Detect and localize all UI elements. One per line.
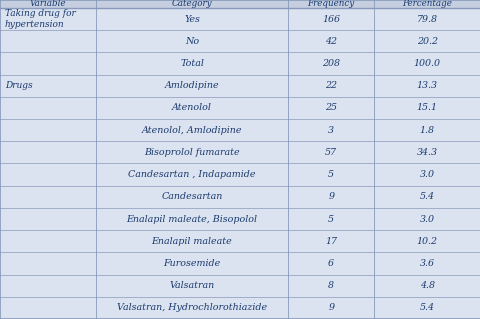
Bar — [0, 252, 480, 275]
Text: 9: 9 — [328, 303, 334, 312]
Bar — [0, 208, 480, 230]
Text: Yes: Yes — [184, 15, 200, 24]
Text: 6: 6 — [328, 259, 334, 268]
Bar — [0, 297, 480, 319]
Text: Candesartan: Candesartan — [161, 192, 223, 201]
Text: Frequency: Frequency — [308, 0, 355, 9]
Bar — [0, 30, 480, 52]
Bar — [0, 141, 480, 163]
Bar — [0, 52, 480, 75]
Text: Valsatran: Valsatran — [169, 281, 215, 290]
Text: 79.8: 79.8 — [417, 15, 438, 24]
Text: 3.0: 3.0 — [420, 215, 435, 224]
Text: Bisoprolol fumarate: Bisoprolol fumarate — [144, 148, 240, 157]
Bar — [0, 230, 480, 252]
Text: Candesartan , Indapamide: Candesartan , Indapamide — [128, 170, 256, 179]
Text: Atenolol, Amlodipine: Atenolol, Amlodipine — [142, 126, 242, 135]
Text: 25: 25 — [325, 103, 337, 112]
Text: 8: 8 — [328, 281, 334, 290]
Text: 208: 208 — [322, 59, 340, 68]
Text: 15.1: 15.1 — [417, 103, 438, 112]
Bar — [0, 75, 480, 97]
Text: Furosemide: Furosemide — [163, 259, 221, 268]
Text: 34.3: 34.3 — [417, 148, 438, 157]
Text: Category: Category — [172, 0, 212, 9]
Text: 5: 5 — [328, 215, 334, 224]
Text: No: No — [185, 37, 199, 46]
Bar — [0, 186, 480, 208]
Bar — [0, 8, 480, 30]
Text: 13.3: 13.3 — [417, 81, 438, 90]
Text: Percentage: Percentage — [402, 0, 452, 9]
Text: 42: 42 — [325, 37, 337, 46]
Text: Enalapil maleate, Bisopolol: Enalapil maleate, Bisopolol — [127, 215, 257, 224]
Text: 4.8: 4.8 — [420, 281, 435, 290]
Text: Enalapil maleate: Enalapil maleate — [152, 237, 232, 246]
Text: Total: Total — [180, 59, 204, 68]
Text: 20.2: 20.2 — [417, 37, 438, 46]
Bar — [0, 0, 480, 8]
Bar — [0, 275, 480, 297]
Text: Variable: Variable — [30, 0, 66, 9]
Text: 5: 5 — [328, 170, 334, 179]
Text: 3.0: 3.0 — [420, 170, 435, 179]
Text: 5.4: 5.4 — [420, 303, 435, 312]
Bar — [0, 164, 480, 186]
Text: Valsatran, Hydrochlorothiazide: Valsatran, Hydrochlorothiazide — [117, 303, 267, 312]
Text: 9: 9 — [328, 192, 334, 201]
Text: Amlodipine: Amlodipine — [165, 81, 219, 90]
Text: 57: 57 — [325, 148, 337, 157]
Text: 1.8: 1.8 — [420, 126, 435, 135]
Text: Atenolol: Atenolol — [172, 103, 212, 112]
Text: 5.4: 5.4 — [420, 192, 435, 201]
Text: 17: 17 — [325, 237, 337, 246]
Text: 3.6: 3.6 — [420, 259, 435, 268]
Text: 22: 22 — [325, 81, 337, 90]
Bar — [0, 97, 480, 119]
Text: Taking drug for
hypertension: Taking drug for hypertension — [5, 9, 75, 29]
Text: 100.0: 100.0 — [414, 59, 441, 68]
Text: Drugs: Drugs — [5, 81, 33, 90]
Bar — [0, 119, 480, 141]
Text: 166: 166 — [322, 15, 340, 24]
Text: 3: 3 — [328, 126, 334, 135]
Text: 10.2: 10.2 — [417, 237, 438, 246]
